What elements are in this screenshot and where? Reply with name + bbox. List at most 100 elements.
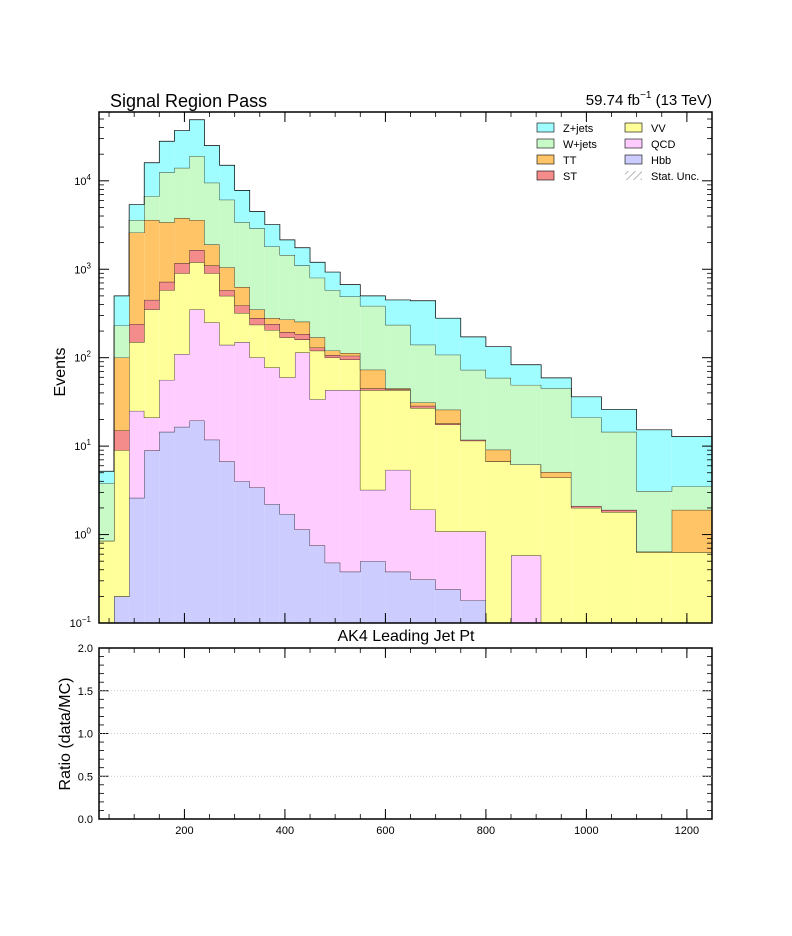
legend-label: Stat. Unc. (651, 171, 699, 183)
x-tick-label: 800 (477, 825, 495, 837)
y-tick-label: 102 (74, 350, 91, 365)
histogram-bar (460, 531, 486, 601)
histogram-bar (219, 461, 235, 623)
histogram-bar (129, 410, 145, 498)
y-tick-exponent: 1 (87, 438, 92, 447)
histogram-bar (460, 439, 486, 441)
histogram-bar (325, 357, 341, 391)
histogram-bar (325, 355, 341, 358)
histogram-bar (114, 295, 130, 326)
histogram-bar (310, 262, 326, 278)
histogram-bar (460, 336, 486, 370)
histogram-bar (144, 450, 160, 623)
legend-label: ST (563, 171, 577, 183)
histogram-bar (636, 429, 672, 492)
histogram-bar (410, 407, 436, 510)
histogram-bar (541, 477, 572, 623)
histogram-bar (144, 417, 160, 451)
histogram-bar (310, 350, 326, 400)
histogram-bar (279, 319, 295, 333)
histogram-bar (264, 318, 280, 325)
histogram-bar (460, 600, 486, 623)
histogram-bar (114, 596, 130, 623)
histogram-bar (249, 324, 265, 358)
ratio-y-tick-label: 0.0 (78, 814, 93, 826)
histogram-bar (511, 384, 542, 465)
histogram-bar (541, 388, 572, 472)
histogram-bar (204, 322, 220, 440)
histogram-bar (385, 469, 411, 572)
histogram-bar (129, 220, 145, 233)
histogram-bar (204, 273, 220, 323)
legend-swatch (536, 170, 555, 181)
histogram-bar (159, 290, 175, 380)
lumi: 59.74 fb (586, 92, 640, 109)
x-tick-label: 400 (276, 825, 294, 837)
histogram-bar (360, 561, 386, 623)
histogram-bar (571, 396, 602, 418)
histogram-bar (159, 141, 175, 173)
histogram-bar (234, 222, 250, 287)
histogram-bar (511, 555, 542, 623)
histogram-bar (249, 487, 265, 623)
histogram-bar (279, 514, 295, 623)
histogram-bar (219, 295, 235, 345)
histogram-bar (159, 379, 175, 432)
histogram-bar (325, 272, 341, 291)
histogram-bar (219, 165, 235, 200)
legend-label: VV (651, 123, 666, 135)
histogram-bar (310, 399, 326, 546)
histogram-bar (219, 290, 235, 296)
y-tick-label: 104 (74, 173, 91, 188)
lumi-label: 59.74 fb−1 (13 TeV) (586, 90, 712, 109)
histogram-bar (511, 464, 542, 556)
histogram-bar (189, 262, 205, 310)
histogram-bar (159, 222, 175, 282)
chart-title: Signal Region Pass (110, 91, 267, 111)
histogram-bar (219, 344, 235, 462)
ratio-y-tick-label: 1.0 (78, 729, 93, 741)
y-tick-base: 10 (74, 264, 86, 276)
histogram-bar (385, 299, 411, 325)
y-tick-label: 101 (74, 438, 91, 453)
y-tick-label: 103 (74, 261, 91, 276)
histogram-bar (325, 390, 341, 563)
histogram-bar (410, 344, 436, 403)
ratio-y-axis-label: Ratio (data/MC) (57, 678, 74, 791)
histogram-bar (485, 377, 512, 450)
y-tick-base: 10 (74, 176, 86, 188)
histogram-bar (601, 409, 637, 432)
histogram-bar (310, 337, 326, 348)
histogram-bar (385, 389, 411, 391)
legend-label: TT (563, 155, 577, 167)
histogram-bar (279, 332, 295, 338)
legend-swatch (624, 154, 643, 165)
y-tick-label: 10−1 (70, 615, 92, 630)
histogram-bar (485, 449, 512, 462)
histogram-bar (99, 471, 115, 484)
histogram-bar (636, 552, 672, 623)
histogram-bar (340, 355, 361, 360)
ratio-y-tick-label: 1.5 (78, 686, 93, 698)
histogram-bar (294, 265, 311, 322)
histogram-bar (340, 390, 361, 572)
histogram-bar (189, 156, 205, 221)
histogram-bar (129, 232, 145, 325)
histogram-bar (129, 204, 145, 221)
histogram-bar (249, 309, 265, 319)
ratio-y-tick-label: 2.0 (78, 643, 93, 655)
histogram-bar (159, 281, 175, 291)
histogram-bar (294, 529, 311, 623)
histogram-bar (571, 506, 602, 508)
histogram-bar (249, 318, 265, 325)
histogram-bar (325, 350, 341, 356)
histogram-bar (129, 342, 145, 411)
histogram-bar (410, 579, 436, 623)
histogram-bar (385, 388, 411, 390)
y-tick-base: 10 (74, 441, 86, 453)
histogram-bar (435, 424, 461, 532)
x-axis-label: AK4 Leading Jet Pt (338, 628, 476, 645)
histogram-bar (310, 347, 326, 351)
legend-swatch (536, 122, 555, 133)
